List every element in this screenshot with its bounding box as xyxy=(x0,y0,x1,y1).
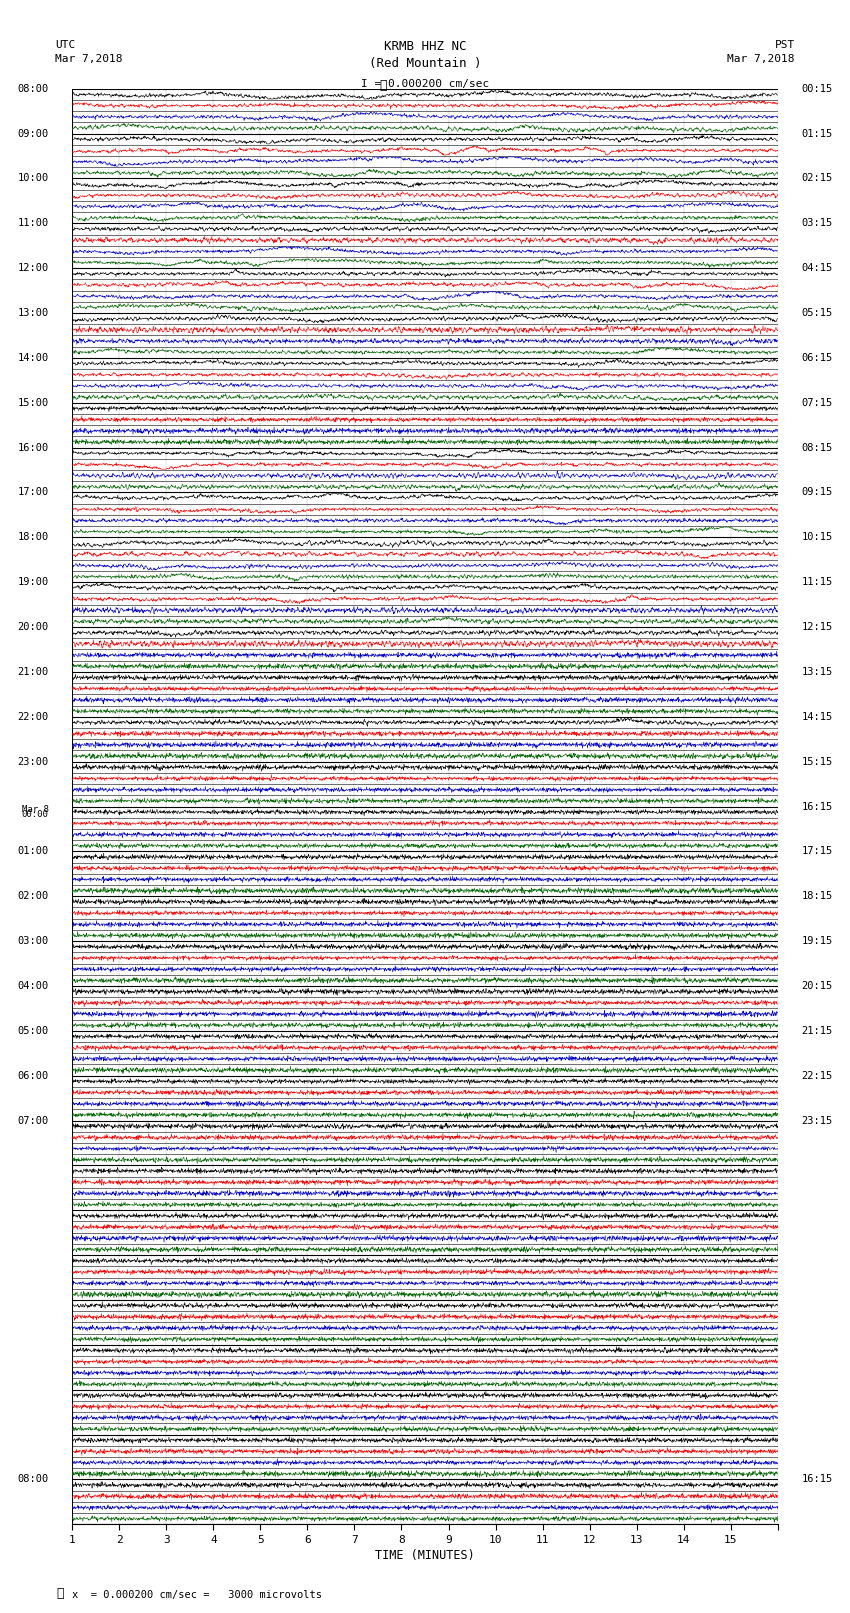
Text: 07:15: 07:15 xyxy=(802,398,832,408)
Text: 03:00: 03:00 xyxy=(18,936,48,947)
Text: I = 0.000200 cm/sec: I = 0.000200 cm/sec xyxy=(361,79,489,89)
Text: 16:15: 16:15 xyxy=(802,802,832,811)
X-axis label: TIME (MINUTES): TIME (MINUTES) xyxy=(375,1548,475,1561)
Text: Mar 8: Mar 8 xyxy=(22,805,48,815)
Text: 13:15: 13:15 xyxy=(802,666,832,677)
Text: 02:15: 02:15 xyxy=(802,174,832,184)
Text: 00:00: 00:00 xyxy=(22,810,48,819)
Text: 12:15: 12:15 xyxy=(802,623,832,632)
Text: 16:00: 16:00 xyxy=(18,442,48,453)
Text: 02:00: 02:00 xyxy=(18,892,48,902)
Text: 09:00: 09:00 xyxy=(18,129,48,139)
Text: 06:00: 06:00 xyxy=(18,1071,48,1081)
Text: 18:15: 18:15 xyxy=(802,892,832,902)
Text: 21:15: 21:15 xyxy=(802,1026,832,1036)
Text: 19:00: 19:00 xyxy=(18,577,48,587)
Text: 08:00: 08:00 xyxy=(18,1474,48,1484)
Text: 08:00: 08:00 xyxy=(18,84,48,94)
Text: 09:15: 09:15 xyxy=(802,487,832,497)
Text: 06:15: 06:15 xyxy=(802,353,832,363)
Text: 11:00: 11:00 xyxy=(18,218,48,229)
Text: 10:15: 10:15 xyxy=(802,532,832,542)
Text: 14:15: 14:15 xyxy=(802,711,832,721)
Text: 16:15: 16:15 xyxy=(802,1474,832,1484)
Text: 10:00: 10:00 xyxy=(18,174,48,184)
Text: 17:15: 17:15 xyxy=(802,847,832,857)
Text: 04:00: 04:00 xyxy=(18,981,48,990)
Text: 20:00: 20:00 xyxy=(18,623,48,632)
Text: 23:00: 23:00 xyxy=(18,756,48,766)
Text: 18:00: 18:00 xyxy=(18,532,48,542)
Text: ⎺: ⎺ xyxy=(56,1587,64,1600)
Text: 15:15: 15:15 xyxy=(802,756,832,766)
Text: 07:00: 07:00 xyxy=(18,1116,48,1126)
Text: 20:15: 20:15 xyxy=(802,981,832,990)
Text: 04:15: 04:15 xyxy=(802,263,832,273)
Text: 05:00: 05:00 xyxy=(18,1026,48,1036)
Text: 05:15: 05:15 xyxy=(802,308,832,318)
Text: 13:00: 13:00 xyxy=(18,308,48,318)
Text: 22:15: 22:15 xyxy=(802,1071,832,1081)
Text: 11:15: 11:15 xyxy=(802,577,832,587)
Text: 03:15: 03:15 xyxy=(802,218,832,229)
Text: 19:15: 19:15 xyxy=(802,936,832,947)
Text: KRMB HHZ NC
(Red Mountain ): KRMB HHZ NC (Red Mountain ) xyxy=(369,40,481,71)
Text: 08:15: 08:15 xyxy=(802,442,832,453)
Text: 14:00: 14:00 xyxy=(18,353,48,363)
Text: 12:00: 12:00 xyxy=(18,263,48,273)
Text: UTC
Mar 7,2018: UTC Mar 7,2018 xyxy=(55,40,122,63)
Text: 15:00: 15:00 xyxy=(18,398,48,408)
Text: 23:15: 23:15 xyxy=(802,1116,832,1126)
Text: PST
Mar 7,2018: PST Mar 7,2018 xyxy=(728,40,795,63)
Text: 21:00: 21:00 xyxy=(18,666,48,677)
Text: 01:00: 01:00 xyxy=(18,847,48,857)
Text: 22:00: 22:00 xyxy=(18,711,48,721)
Text: ⎺: ⎺ xyxy=(379,79,387,92)
Text: 17:00: 17:00 xyxy=(18,487,48,497)
Text: 01:15: 01:15 xyxy=(802,129,832,139)
Text: 00:15: 00:15 xyxy=(802,84,832,94)
Text: x  = 0.000200 cm/sec =   3000 microvolts: x = 0.000200 cm/sec = 3000 microvolts xyxy=(72,1590,322,1600)
